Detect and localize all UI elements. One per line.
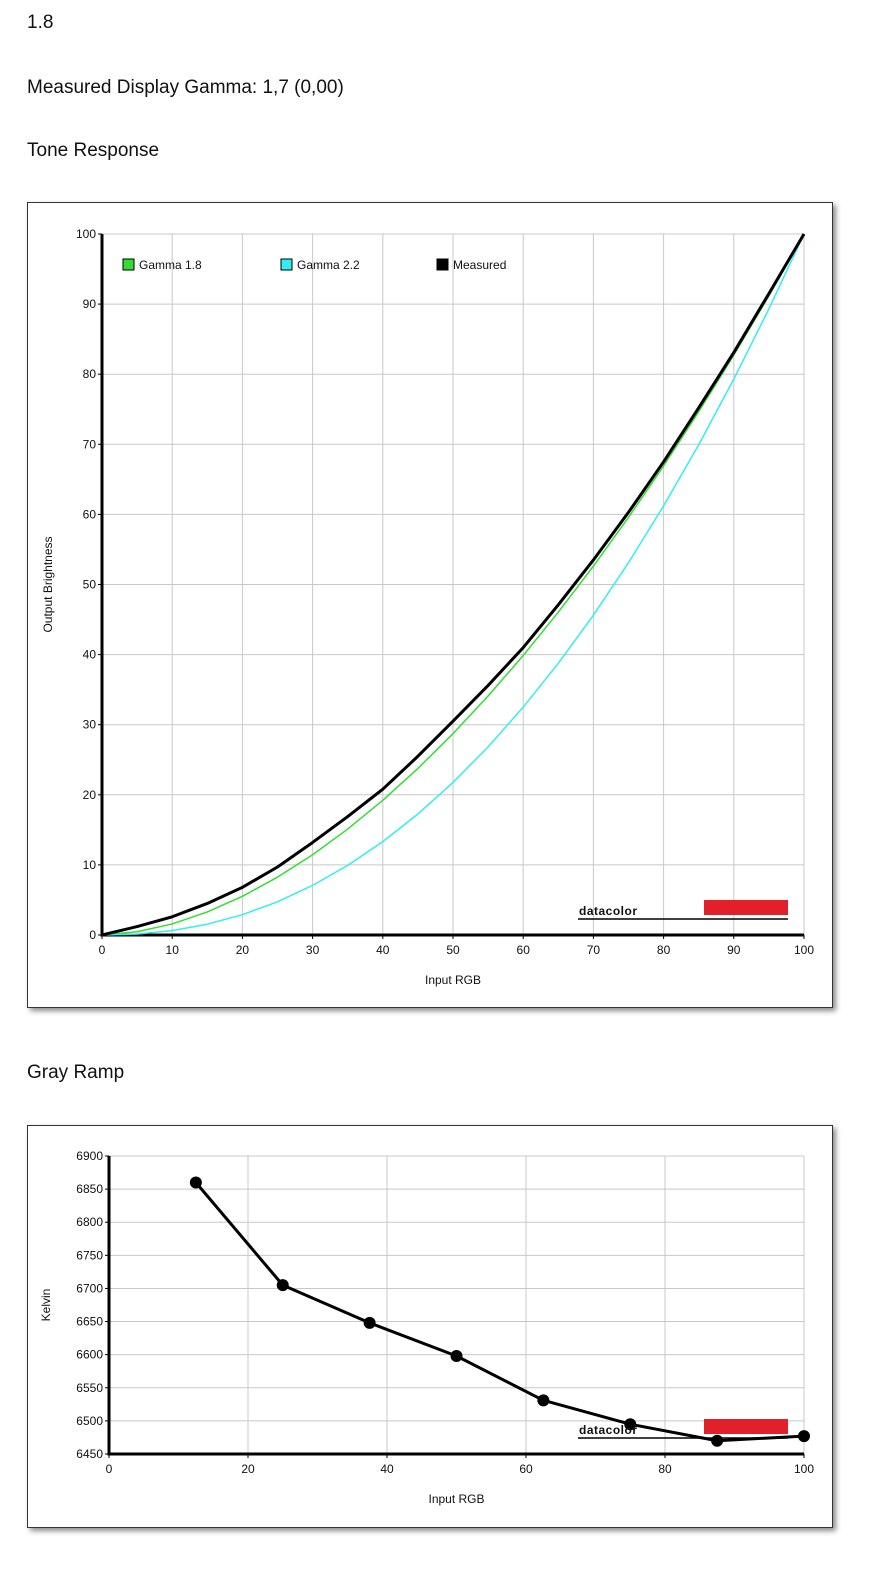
data-point [450, 1349, 463, 1362]
gamma-summary: Measured Display Gamma: 1,7 (0,00) [27, 77, 344, 98]
data-line [194, 1181, 805, 1443]
y-tick-label: 6900 [76, 1149, 103, 1163]
x-tick-label: 0 [99, 943, 106, 957]
x-axis-label: Input RGB [428, 1492, 484, 1506]
x-tick-label: 90 [727, 943, 741, 957]
x-tick-label: 20 [236, 943, 250, 957]
legend-label: Measured [453, 258, 506, 272]
x-tick-label: 40 [376, 943, 390, 957]
x-tick-label: 60 [519, 1462, 533, 1476]
x-tick-label: 10 [166, 943, 180, 957]
y-axis-label: Output Brightness [41, 536, 55, 632]
y-tick-label: 30 [83, 718, 97, 732]
data-point [537, 1394, 550, 1407]
x-tick-label: 20 [241, 1462, 255, 1476]
x-tick-label: 50 [446, 943, 460, 957]
y-tick-label: 0 [89, 928, 96, 942]
x-tick-label: 0 [106, 1462, 113, 1476]
x-tick-label: 40 [380, 1462, 394, 1476]
section-title: Gray Ramp [27, 1062, 125, 1083]
y-tick-label: 6450 [76, 1447, 103, 1461]
x-tick-label: 100 [794, 1462, 814, 1476]
legend-swatch [280, 258, 293, 271]
watermark: datacolor [579, 1423, 638, 1437]
y-tick-label: 6850 [76, 1182, 103, 1196]
section-title: Tone Response [27, 140, 160, 161]
data-point [363, 1316, 376, 1329]
gray-ramp-chart: 0 20 40 60 80 100 6450 6500 6550 6600 6650 6700 6750… [27, 1125, 833, 1528]
data-point [276, 1279, 289, 1292]
legend-swatch [122, 258, 135, 271]
legend-swatch [436, 258, 449, 271]
y-tick-label: 6750 [76, 1248, 103, 1262]
gamma-value: 1.8 [27, 12, 54, 33]
y-tick-label: 60 [83, 507, 97, 521]
data-point [624, 1418, 637, 1431]
logo-bar [704, 900, 788, 915]
data-line [101, 233, 805, 936]
y-tick-label: 90 [83, 297, 97, 311]
data-line [101, 233, 805, 936]
y-tick-label: 6650 [76, 1315, 103, 1329]
y-axis-label: Kelvin [39, 1289, 53, 1322]
x-tick-label: 80 [657, 943, 671, 957]
legend-label: Gamma 1.8 [139, 258, 202, 272]
logo-bar [704, 1419, 788, 1434]
x-tick-label: 30 [306, 943, 320, 957]
y-tick-label: 6500 [76, 1414, 103, 1428]
x-tick-label: 80 [658, 1462, 672, 1476]
y-tick-label: 6600 [76, 1348, 103, 1362]
x-tick-label: 70 [587, 943, 601, 957]
x-axis-label: Input RGB [425, 973, 481, 987]
y-tick-label: 40 [83, 648, 97, 662]
legend-label: Gamma 2.2 [297, 258, 360, 272]
y-tick-label: 6800 [76, 1215, 103, 1229]
tone-response-chart: 0 10 20 30 40 50 60 70 80 90 100 0 10 20 30 40 50 60 70 80 9… [27, 202, 833, 1008]
y-tick-label: 100 [76, 227, 96, 241]
y-tick-label: 6700 [76, 1281, 103, 1295]
data-point [711, 1434, 724, 1447]
y-tick-label: 80 [83, 367, 97, 381]
y-tick-label: 10 [83, 858, 97, 872]
watermark: datacolor [579, 904, 638, 918]
data-point [798, 1430, 810, 1443]
x-tick-label: 60 [517, 943, 531, 957]
y-tick-label: 20 [83, 788, 97, 802]
y-tick-label: 50 [83, 578, 97, 592]
y-tick-label: 70 [83, 437, 97, 451]
y-tick-label: 6550 [76, 1381, 103, 1395]
data-point [189, 1176, 202, 1189]
data-line [101, 233, 806, 937]
x-tick-label: 100 [794, 943, 814, 957]
